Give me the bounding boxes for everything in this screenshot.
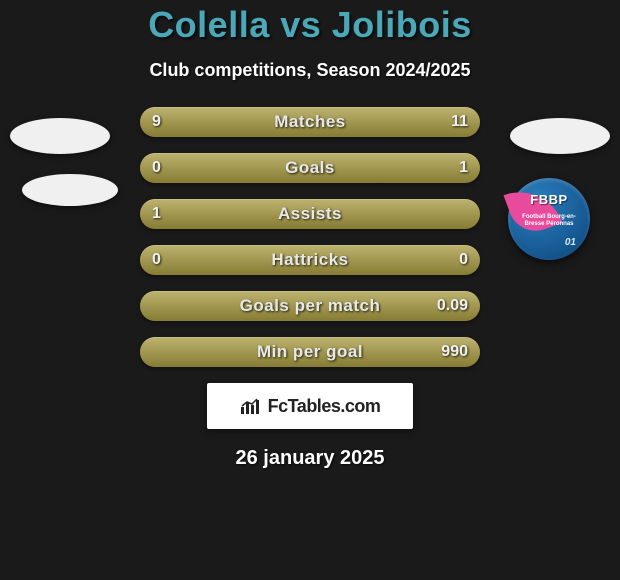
bar-right-value: 990 bbox=[441, 337, 468, 367]
bar-row: Goals per match 0.09 bbox=[140, 291, 480, 321]
badge-acronym: FBBP bbox=[514, 192, 584, 207]
badge-number: 01 bbox=[565, 237, 576, 248]
page-title: Colella vs Jolibois bbox=[0, 4, 620, 46]
player-left-club-logo-1 bbox=[10, 118, 110, 154]
branding-badge: FcTables.com bbox=[207, 383, 413, 429]
bar-row: 1 Assists bbox=[140, 199, 480, 229]
bar-row: 0 Hattricks 0 bbox=[140, 245, 480, 275]
bar-right-value: 0 bbox=[459, 245, 468, 275]
player-right-club-logo-1 bbox=[510, 118, 610, 154]
bar-row: 0 Goals 1 bbox=[140, 153, 480, 183]
player-left-club-logo-2 bbox=[22, 174, 118, 206]
bar-label: Min per goal bbox=[140, 337, 480, 367]
bar-label: Hattricks bbox=[140, 245, 480, 275]
bar-right-value: 1 bbox=[459, 153, 468, 183]
bar-label: Goals per match bbox=[140, 291, 480, 321]
bar-row: Min per goal 990 bbox=[140, 337, 480, 367]
branding-chart-icon bbox=[240, 397, 262, 415]
subtitle: Club competitions, Season 2024/2025 bbox=[0, 60, 620, 81]
bar-label: Matches bbox=[140, 107, 480, 137]
bar-label: Assists bbox=[140, 199, 480, 229]
branding-text: FcTables.com bbox=[268, 396, 381, 417]
bar-right-value: 11 bbox=[451, 107, 468, 137]
snapshot-date: 26 january 2025 bbox=[0, 447, 620, 470]
bar-row: 9 Matches 11 bbox=[140, 107, 480, 137]
player-right-club-badge: FBBP Football Bourg-en-Bresse Péronnas 0… bbox=[508, 178, 590, 260]
badge-subtext: Football Bourg-en-Bresse Péronnas bbox=[514, 214, 584, 228]
bar-label: Goals bbox=[140, 153, 480, 183]
bar-right-value: 0.09 bbox=[437, 291, 468, 321]
